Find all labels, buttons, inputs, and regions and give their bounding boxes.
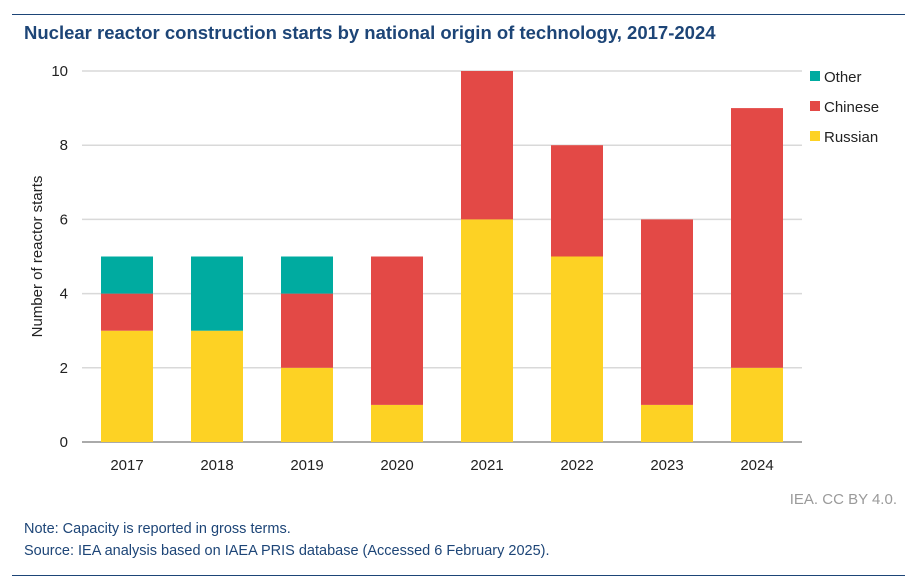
bar-other-2018	[191, 256, 243, 331]
bar-russian-2022	[551, 256, 603, 442]
bar-other-2019	[281, 256, 333, 294]
credit: IEA. CC BY 4.0.	[789, 491, 897, 508]
top-rule	[12, 14, 905, 15]
bar-russian-2023	[641, 404, 693, 442]
y-axis-label: Number of reactor starts	[29, 176, 46, 338]
y-tick-label: 2	[60, 360, 68, 377]
bar-russian-2020	[371, 404, 423, 442]
bar-russian-2024	[731, 367, 783, 442]
legend-swatch-other	[810, 71, 820, 81]
bar-chinese-2021	[461, 71, 513, 220]
x-tick-label: 2021	[470, 457, 503, 474]
bottom-rule	[12, 575, 905, 576]
bar-chinese-2022	[551, 145, 603, 257]
y-tick-label: 8	[60, 137, 68, 154]
legend-swatch-russian	[810, 131, 820, 141]
bar-chinese-2017	[101, 293, 153, 331]
note: Note: Capacity is reported in gross term…	[24, 521, 291, 537]
y-tick-label: 10	[51, 63, 68, 80]
bar-chinese-2024	[731, 108, 783, 368]
legend-label-other: Other	[824, 69, 862, 86]
x-tick-label: 2019	[290, 457, 323, 474]
x-tick-label: 2024	[740, 457, 773, 474]
y-tick-label: 6	[60, 211, 68, 228]
bar-russian-2019	[281, 367, 333, 442]
bar-other-2017	[101, 256, 153, 294]
bar-chinese-2019	[281, 293, 333, 368]
x-tick-label: 2017	[110, 457, 143, 474]
bar-russian-2021	[461, 219, 513, 442]
x-tick-label: 2018	[200, 457, 233, 474]
bar-russian-2017	[101, 330, 153, 442]
chart-title: Nuclear reactor construction starts by n…	[24, 22, 716, 43]
legend-swatch-chinese	[810, 101, 820, 111]
legend-label-russian: Russian	[824, 129, 878, 146]
x-tick-label: 2020	[380, 457, 413, 474]
y-tick-label: 4	[60, 286, 68, 303]
bar-chinese-2020	[371, 256, 423, 405]
x-tick-label: 2023	[650, 457, 683, 474]
source: Source: IEA analysis based on IAEA PRIS …	[24, 543, 550, 559]
bar-russian-2018	[191, 330, 243, 442]
y-tick-label: 0	[60, 434, 68, 451]
x-tick-label: 2022	[560, 457, 593, 474]
bar-chinese-2023	[641, 219, 693, 405]
legend-label-chinese: Chinese	[824, 99, 879, 116]
